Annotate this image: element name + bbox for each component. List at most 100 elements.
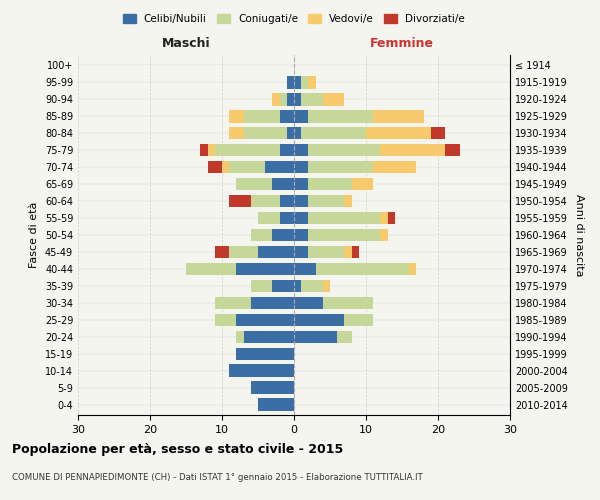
Bar <box>308 228 380 241</box>
Bar <box>344 314 373 326</box>
Bar <box>308 76 316 88</box>
Bar <box>294 144 308 156</box>
Text: Femmine: Femmine <box>370 37 434 50</box>
Bar <box>431 126 445 140</box>
Bar <box>272 228 294 241</box>
Text: Maschi: Maschi <box>161 37 211 50</box>
Bar <box>294 93 301 106</box>
Bar <box>229 194 251 207</box>
Bar <box>323 93 344 106</box>
Bar <box>380 144 445 156</box>
Bar <box>301 280 323 292</box>
Bar <box>445 144 460 156</box>
Bar <box>251 228 272 241</box>
Bar <box>323 280 330 292</box>
Bar <box>251 194 280 207</box>
Bar <box>280 93 287 106</box>
Bar <box>294 212 308 224</box>
Bar <box>294 160 308 173</box>
Bar <box>244 330 294 344</box>
Bar <box>301 93 323 106</box>
Bar <box>251 280 272 292</box>
Bar <box>308 178 352 190</box>
Bar <box>388 212 395 224</box>
Bar <box>308 160 373 173</box>
Bar <box>215 314 236 326</box>
Bar <box>308 144 380 156</box>
Bar <box>344 194 352 207</box>
Bar <box>301 126 366 140</box>
Bar <box>294 314 344 326</box>
Bar <box>236 348 294 360</box>
Bar <box>280 144 294 156</box>
Y-axis label: Fasce di età: Fasce di età <box>29 202 39 268</box>
Bar <box>251 296 294 310</box>
Bar <box>380 212 388 224</box>
Bar <box>222 160 229 173</box>
Bar <box>215 144 280 156</box>
Bar <box>229 126 244 140</box>
Bar <box>409 262 416 276</box>
Bar <box>380 228 388 241</box>
Bar <box>215 246 229 258</box>
Bar <box>229 160 265 173</box>
Bar <box>272 178 294 190</box>
Bar <box>251 382 294 394</box>
Bar <box>208 160 222 173</box>
Bar <box>236 178 272 190</box>
Legend: Celibi/Nubili, Coniugati/e, Vedovi/e, Divorziati/e: Celibi/Nubili, Coniugati/e, Vedovi/e, Di… <box>119 10 469 29</box>
Bar <box>352 178 373 190</box>
Bar <box>294 178 308 190</box>
Bar <box>337 330 352 344</box>
Bar <box>287 93 294 106</box>
Bar <box>229 110 244 122</box>
Bar <box>294 76 301 88</box>
Bar <box>316 262 409 276</box>
Bar <box>258 246 294 258</box>
Bar <box>236 330 244 344</box>
Bar <box>308 194 344 207</box>
Bar <box>294 126 301 140</box>
Bar <box>294 280 301 292</box>
Bar <box>229 246 258 258</box>
Bar <box>229 364 294 377</box>
Bar <box>236 262 294 276</box>
Bar <box>244 126 287 140</box>
Bar <box>294 296 323 310</box>
Bar <box>280 110 294 122</box>
Text: Popolazione per età, sesso e stato civile - 2015: Popolazione per età, sesso e stato civil… <box>12 442 343 456</box>
Bar <box>208 144 215 156</box>
Bar <box>280 194 294 207</box>
Bar <box>294 246 308 258</box>
Bar <box>308 246 344 258</box>
Bar <box>301 76 308 88</box>
Bar <box>308 110 373 122</box>
Bar <box>287 76 294 88</box>
Y-axis label: Anni di nascita: Anni di nascita <box>574 194 584 276</box>
Bar <box>215 296 251 310</box>
Bar <box>373 110 424 122</box>
Bar <box>287 126 294 140</box>
Bar <box>323 296 373 310</box>
Bar <box>344 246 352 258</box>
Bar <box>352 246 359 258</box>
Bar <box>294 194 308 207</box>
Bar <box>272 280 294 292</box>
Bar <box>236 314 294 326</box>
Bar <box>294 262 316 276</box>
Bar <box>308 212 380 224</box>
Text: COMUNE DI PENNAPIEDIMONTE (CH) - Dati ISTAT 1° gennaio 2015 - Elaborazione TUTTI: COMUNE DI PENNAPIEDIMONTE (CH) - Dati IS… <box>12 472 423 482</box>
Bar <box>272 93 280 106</box>
Bar <box>294 330 337 344</box>
Bar <box>366 126 431 140</box>
Bar <box>265 160 294 173</box>
Bar <box>294 228 308 241</box>
Bar <box>258 212 280 224</box>
Bar <box>244 110 280 122</box>
Bar <box>258 398 294 411</box>
Bar <box>186 262 236 276</box>
Bar <box>280 212 294 224</box>
Bar <box>200 144 208 156</box>
Bar <box>373 160 416 173</box>
Bar <box>294 110 308 122</box>
